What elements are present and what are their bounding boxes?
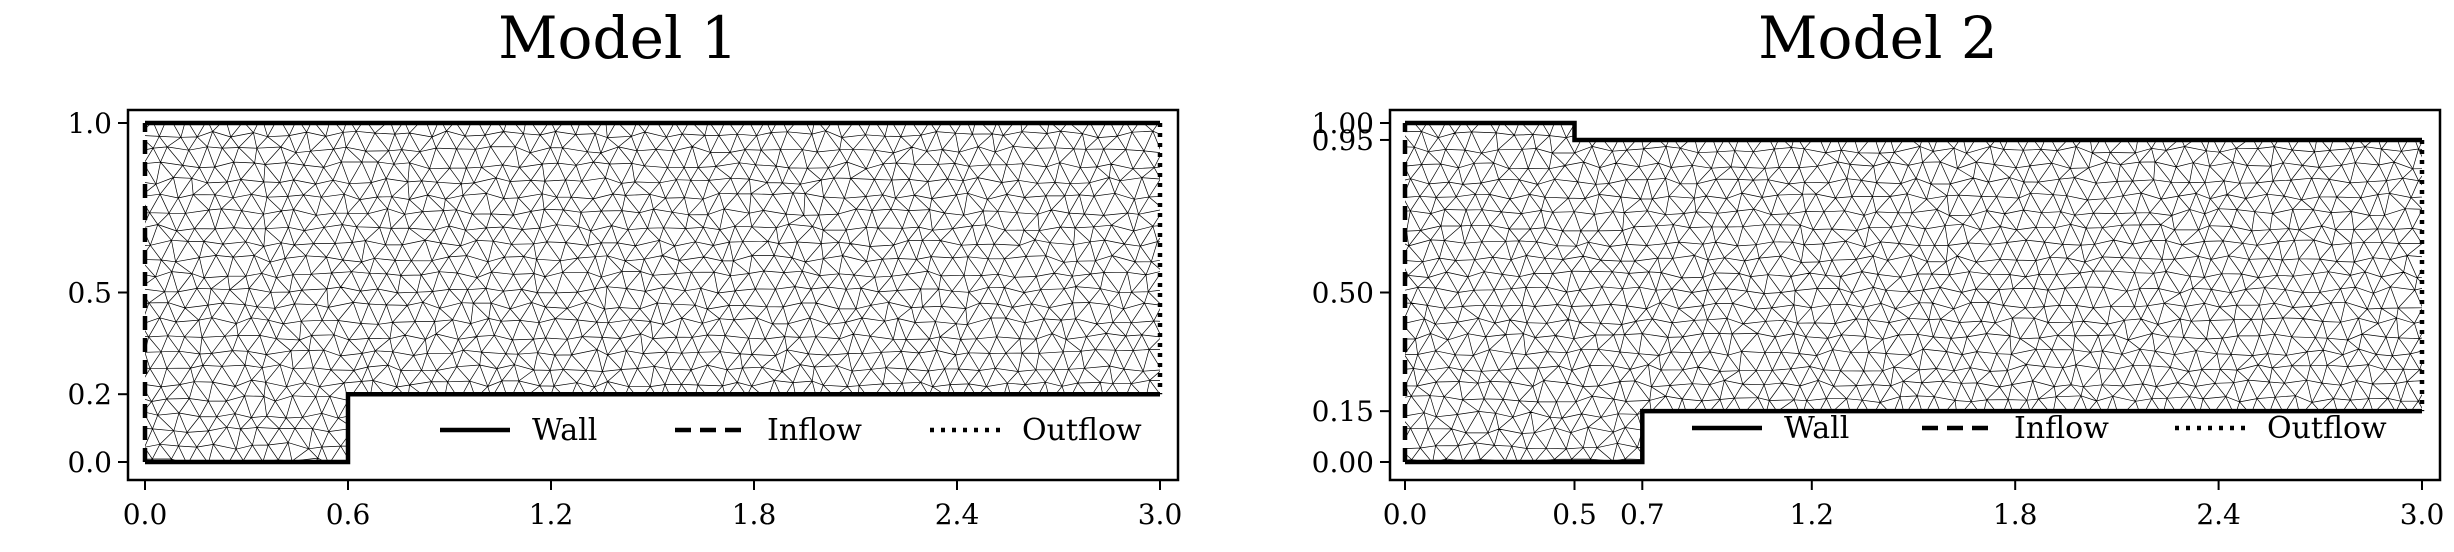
y-tick-label: 1.00 — [1312, 107, 1374, 140]
x-tick-label: 0.6 — [326, 498, 371, 531]
y-tick-label: 0.0 — [67, 446, 112, 479]
wall-boundary — [1405, 120, 2422, 143]
legend-label-outflow: Outflow — [2267, 411, 2387, 446]
legend-label-wall: Wall — [1784, 411, 1849, 446]
y-tick-label: 1.0 — [67, 107, 112, 140]
legend: Wall Inflow Outflow — [440, 413, 1142, 448]
x-tick-label: 2.4 — [2196, 498, 2241, 531]
axis-ticks: 0.0 0.5 0.7 1.2 1.8 2.4 3.0 0.00 0.15 0.50 0.951.0… — [1312, 107, 2445, 531]
panel-title: Model 2 — [1758, 4, 1998, 72]
y-tick-label: 0.2 — [67, 378, 112, 411]
y-tick-label: 0.15 — [1312, 395, 1374, 428]
x-tick-label: 3.0 — [2400, 498, 2445, 531]
panel-model-2: Model 2 0.0 0.5 0.7 1.2 1.8 2.4 3.0 0.00 0.15 0.5… — [1312, 4, 2445, 531]
legend-label-inflow: Inflow — [2014, 411, 2109, 446]
y-tick-label: 0.50 — [1312, 277, 1374, 310]
wall-boundary — [145, 391, 1160, 465]
legend-label-outflow: Outflow — [1022, 413, 1142, 448]
legend-label-wall: Wall — [532, 413, 597, 448]
boundary — [142, 120, 1163, 465]
axis-ticks: 0.0 0.6 1.2 1.8 2.4 3.0 0.0 0.2 0.5 1.0 — [67, 107, 1182, 531]
x-tick-label: 0.0 — [1383, 498, 1428, 531]
x-tick-label: 0.7 — [1620, 498, 1665, 531]
x-tick-label: 1.2 — [529, 498, 574, 531]
x-tick-label: 2.4 — [935, 498, 980, 531]
x-tick-label: 1.2 — [1790, 498, 1835, 531]
y-tick-label: 0.95 — [1312, 124, 1374, 157]
boundary — [1402, 120, 2425, 465]
x-tick-label: 1.8 — [1993, 498, 2038, 531]
x-tick-label: 1.8 — [732, 498, 777, 531]
panel-model-1: Model 1 0.0 0.6 1.2 1.8 2.4 3.0 0.0 0.2 0.5 1.0 W… — [67, 4, 1182, 531]
x-tick-label: 0.5 — [1552, 498, 1597, 531]
y-tick-label: 0.5 — [67, 277, 112, 310]
y-tick-label: 0.00 — [1312, 446, 1374, 479]
x-tick-label: 3.0 — [1138, 498, 1183, 531]
x-tick-label: 0.0 — [123, 498, 168, 531]
axes-frame — [1388, 108, 2442, 482]
legend: Wall Inflow Outflow — [1692, 411, 2387, 446]
panel-title: Model 1 — [498, 4, 738, 72]
axes-frame — [126, 108, 1180, 482]
wall-boundary — [1405, 408, 2422, 465]
legend-label-inflow: Inflow — [767, 413, 862, 448]
